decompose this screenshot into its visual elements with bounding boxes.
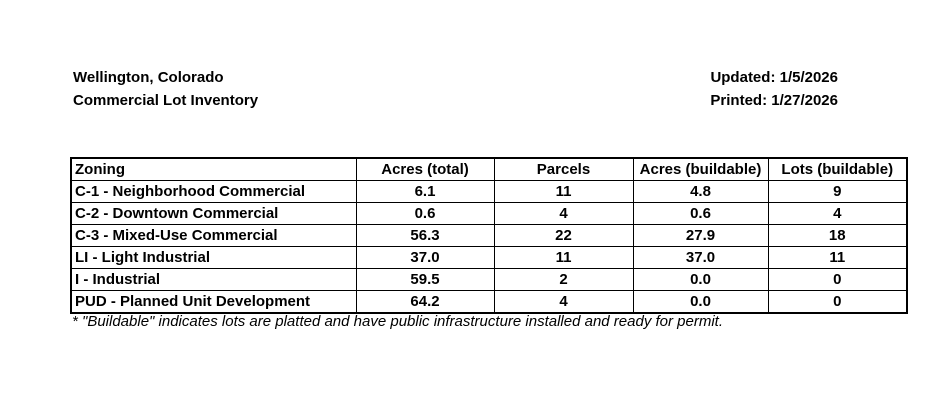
col-header-acres-total: Acres (total) bbox=[355, 157, 495, 181]
cell-lots-buildable: 0 bbox=[767, 268, 908, 291]
cell-lots-buildable: 4 bbox=[767, 202, 908, 225]
cell-zoning: C-3 - Mixed-Use Commercial bbox=[70, 224, 357, 247]
cell-zoning: C-1 - Neighborhood Commercial bbox=[70, 180, 357, 203]
printed-date: Printed: 1/27/2026 bbox=[710, 92, 838, 109]
cell-parcels: 11 bbox=[493, 180, 634, 203]
page-title-city: Wellington, Colorado bbox=[73, 69, 224, 86]
table-row: I - Industrial 59.5 2 0.0 0 bbox=[70, 268, 908, 291]
col-header-acres-buildable: Acres (buildable) bbox=[632, 157, 769, 181]
page-subtitle: Commercial Lot Inventory bbox=[73, 92, 259, 109]
cell-parcels: 11 bbox=[493, 246, 634, 269]
table-row: C-3 - Mixed-Use Commercial 56.3 22 27.9 … bbox=[70, 224, 908, 247]
cell-acres-buildable: 0.0 bbox=[632, 268, 769, 291]
col-header-zoning: Zoning bbox=[70, 157, 357, 181]
table-row: LI - Light Industrial 37.0 11 37.0 11 bbox=[70, 246, 908, 269]
cell-acres-buildable: 27.9 bbox=[632, 224, 769, 247]
cell-parcels: 2 bbox=[493, 268, 634, 291]
cell-acres-buildable: 0.0 bbox=[632, 290, 769, 314]
cell-lots-buildable: 11 bbox=[767, 246, 908, 269]
cell-parcels: 4 bbox=[493, 290, 634, 314]
cell-acres-buildable: 4.8 bbox=[632, 180, 769, 203]
zoning-inventory-table: Zoning Acres (total) Parcels Acres (buil… bbox=[70, 157, 908, 314]
cell-zoning: C-2 - Downtown Commercial bbox=[70, 202, 357, 225]
cell-acres-total: 59.5 bbox=[355, 268, 495, 291]
cell-acres-total: 6.1 bbox=[355, 180, 495, 203]
cell-acres-total: 37.0 bbox=[355, 246, 495, 269]
buildable-footnote: * "Buildable" indicates lots are platted… bbox=[72, 313, 724, 330]
cell-acres-total: 56.3 bbox=[355, 224, 495, 247]
title-block: Wellington, Colorado Commercial Lot Inve… bbox=[73, 66, 258, 112]
cell-acres-total: 64.2 bbox=[355, 290, 495, 314]
cell-acres-buildable: 37.0 bbox=[632, 246, 769, 269]
col-header-parcels: Parcels bbox=[493, 157, 634, 181]
cell-zoning: LI - Light Industrial bbox=[70, 246, 357, 269]
cell-parcels: 22 bbox=[493, 224, 634, 247]
cell-parcels: 4 bbox=[493, 202, 634, 225]
table-row: PUD - Planned Unit Development 64.2 4 0.… bbox=[70, 290, 908, 314]
cell-lots-buildable: 0 bbox=[767, 290, 908, 314]
table-row: C-2 - Downtown Commercial 0.6 4 0.6 4 bbox=[70, 202, 908, 225]
date-block: Updated: 1/5/2026 Printed: 1/27/2026 bbox=[500, 66, 838, 112]
table-row: C-1 - Neighborhood Commercial 6.1 11 4.8… bbox=[70, 180, 908, 203]
cell-zoning: I - Industrial bbox=[70, 268, 357, 291]
cell-acres-total: 0.6 bbox=[355, 202, 495, 225]
table-header-row: Zoning Acres (total) Parcels Acres (buil… bbox=[70, 157, 908, 181]
cell-zoning: PUD - Planned Unit Development bbox=[70, 290, 357, 314]
updated-date: Updated: 1/5/2026 bbox=[710, 69, 838, 86]
cell-lots-buildable: 9 bbox=[767, 180, 908, 203]
cell-acres-buildable: 0.6 bbox=[632, 202, 769, 225]
cell-lots-buildable: 18 bbox=[767, 224, 908, 247]
col-header-lots-buildable: Lots (buildable) bbox=[767, 157, 908, 181]
